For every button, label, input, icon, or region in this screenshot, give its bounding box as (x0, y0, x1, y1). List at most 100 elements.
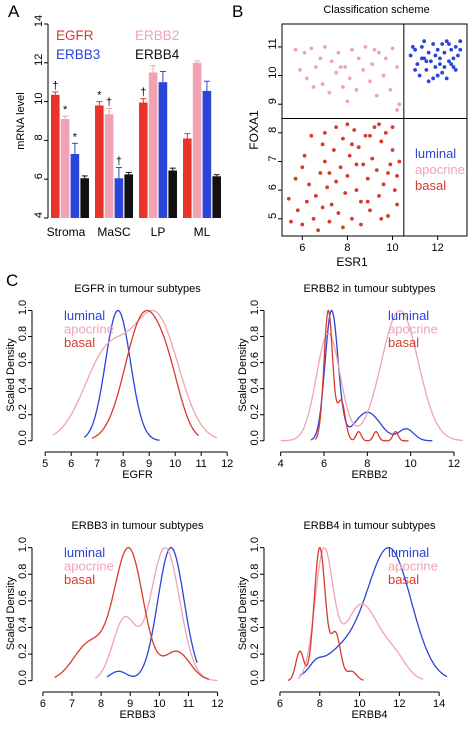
legend-luminal: luminal (64, 545, 105, 560)
point-luminal (449, 62, 454, 67)
point-basal (295, 208, 300, 213)
point-basal (350, 142, 354, 147)
series-apocrine (293, 45, 402, 112)
y-axis: 0.0 0.2 0.4 0.6 0.8 1.0 (17, 537, 33, 685)
category-label: Stroma (47, 225, 86, 239)
significance-mark: † (116, 156, 122, 168)
y-tick-label: 10 (33, 92, 45, 104)
y-tick-label: 4 (33, 212, 45, 218)
point-basal (316, 228, 320, 233)
point-basal (379, 216, 384, 221)
point-apocrine (343, 65, 348, 69)
legend-luminal: luminal (415, 146, 456, 161)
point-apocrine (293, 47, 298, 52)
density-line-luminal (83, 309, 160, 441)
point-basal (374, 168, 379, 173)
point-apocrine (350, 47, 354, 52)
point-apocrine (356, 56, 361, 61)
bar-egfr-stroma (51, 94, 60, 218)
significance-mark: * (73, 131, 78, 143)
point-luminal (435, 47, 440, 52)
legend-erbb3: ERBB3 (56, 47, 100, 62)
point-basal (322, 159, 327, 164)
point-basal (320, 205, 325, 210)
legend-erbb2: ERBB2 (135, 28, 179, 43)
point-basal (365, 199, 370, 204)
point-apocrine (370, 62, 375, 67)
x-tick-label: 6 (40, 698, 46, 710)
density-line-luminal (299, 547, 448, 678)
density-line-basal (314, 309, 409, 442)
point-luminal (451, 65, 456, 69)
y-tick-label: 0.4 (249, 378, 261, 393)
density-line-basal (54, 547, 210, 680)
point-basal (307, 182, 311, 187)
significance-mark: † (140, 87, 146, 99)
panel-letter-c: C (6, 271, 18, 290)
point-basal (341, 225, 345, 230)
point-apocrine (318, 56, 323, 61)
y-axis-title: Scaled Density (5, 338, 17, 412)
point-basal (329, 202, 334, 207)
legend-apocrine: apocrine (388, 559, 438, 574)
x-tick-label: 7 (94, 458, 100, 470)
point-basal (363, 133, 368, 138)
significance-mark: † (52, 80, 58, 92)
point-basal (345, 122, 350, 127)
legend-luminal: luminal (388, 308, 429, 323)
point-luminal (453, 45, 458, 49)
bar-erbb2-ml (192, 62, 202, 218)
point-basal (343, 191, 348, 195)
point-luminal (458, 47, 463, 52)
category-label: MaSC (97, 225, 131, 239)
significance-mark: * (63, 104, 68, 116)
point-luminal (440, 70, 445, 75)
point-luminal (435, 73, 440, 78)
point-apocrine (334, 70, 339, 75)
point-basal (331, 148, 336, 152)
point-luminal (422, 39, 427, 44)
x-axis-title: ESR1 (336, 255, 368, 269)
legend-basal: basal (388, 335, 419, 350)
bar-erbb2-stroma (60, 119, 70, 218)
legend-basal: basal (415, 178, 446, 193)
significance-mark: * (97, 90, 102, 102)
point-basal (395, 173, 399, 178)
x-tick-label: 9 (127, 698, 133, 710)
y-tick-label: 12 (33, 54, 45, 66)
x-tick-label: 8 (344, 242, 350, 254)
point-luminal (456, 53, 460, 58)
x-tick-label: 7 (69, 698, 75, 710)
panel-c2-density: 0.0 0.2 0.4 0.6 0.8 1.0 4 6 8 10 12 ERBB2 in tumour… (237, 283, 463, 481)
point-luminal (451, 56, 456, 61)
point-basal (300, 165, 305, 170)
y-tick-label: 0.2 (17, 643, 29, 658)
legend-erbb4: ERBB4 (135, 47, 180, 62)
x-axis-title: EGFR (122, 469, 153, 481)
y-axis-title: FOXA1 (247, 110, 261, 150)
density-line-luminal (310, 309, 433, 442)
x-tick-label: 10 (169, 458, 181, 470)
x-tick-label: 9 (146, 458, 152, 470)
point-apocrine (383, 56, 388, 61)
point-basal (390, 125, 395, 130)
y-axis: 4 6 8 10 12 14 (33, 15, 49, 219)
density-line-luminal (106, 547, 198, 678)
y-tick-label: 0.4 (17, 617, 29, 632)
y-tick-label: 7 (267, 155, 279, 161)
series-luminal (408, 39, 463, 84)
x-tick-label: 12 (432, 242, 444, 254)
density-line-apocrine (297, 547, 424, 680)
y-tick-label: 10 (267, 66, 279, 78)
point-luminal (438, 62, 442, 67)
point-luminal (426, 50, 431, 55)
point-apocrine (347, 76, 352, 81)
point-luminal (419, 45, 424, 49)
y-tick-label: 0.8 (249, 326, 261, 341)
x-tick-label: 12 (448, 458, 460, 470)
point-basal (334, 179, 339, 184)
point-apocrine (381, 73, 386, 78)
y-axis-title: Scaled Density (237, 338, 249, 412)
point-apocrine (395, 65, 399, 69)
point-basal (341, 136, 345, 141)
